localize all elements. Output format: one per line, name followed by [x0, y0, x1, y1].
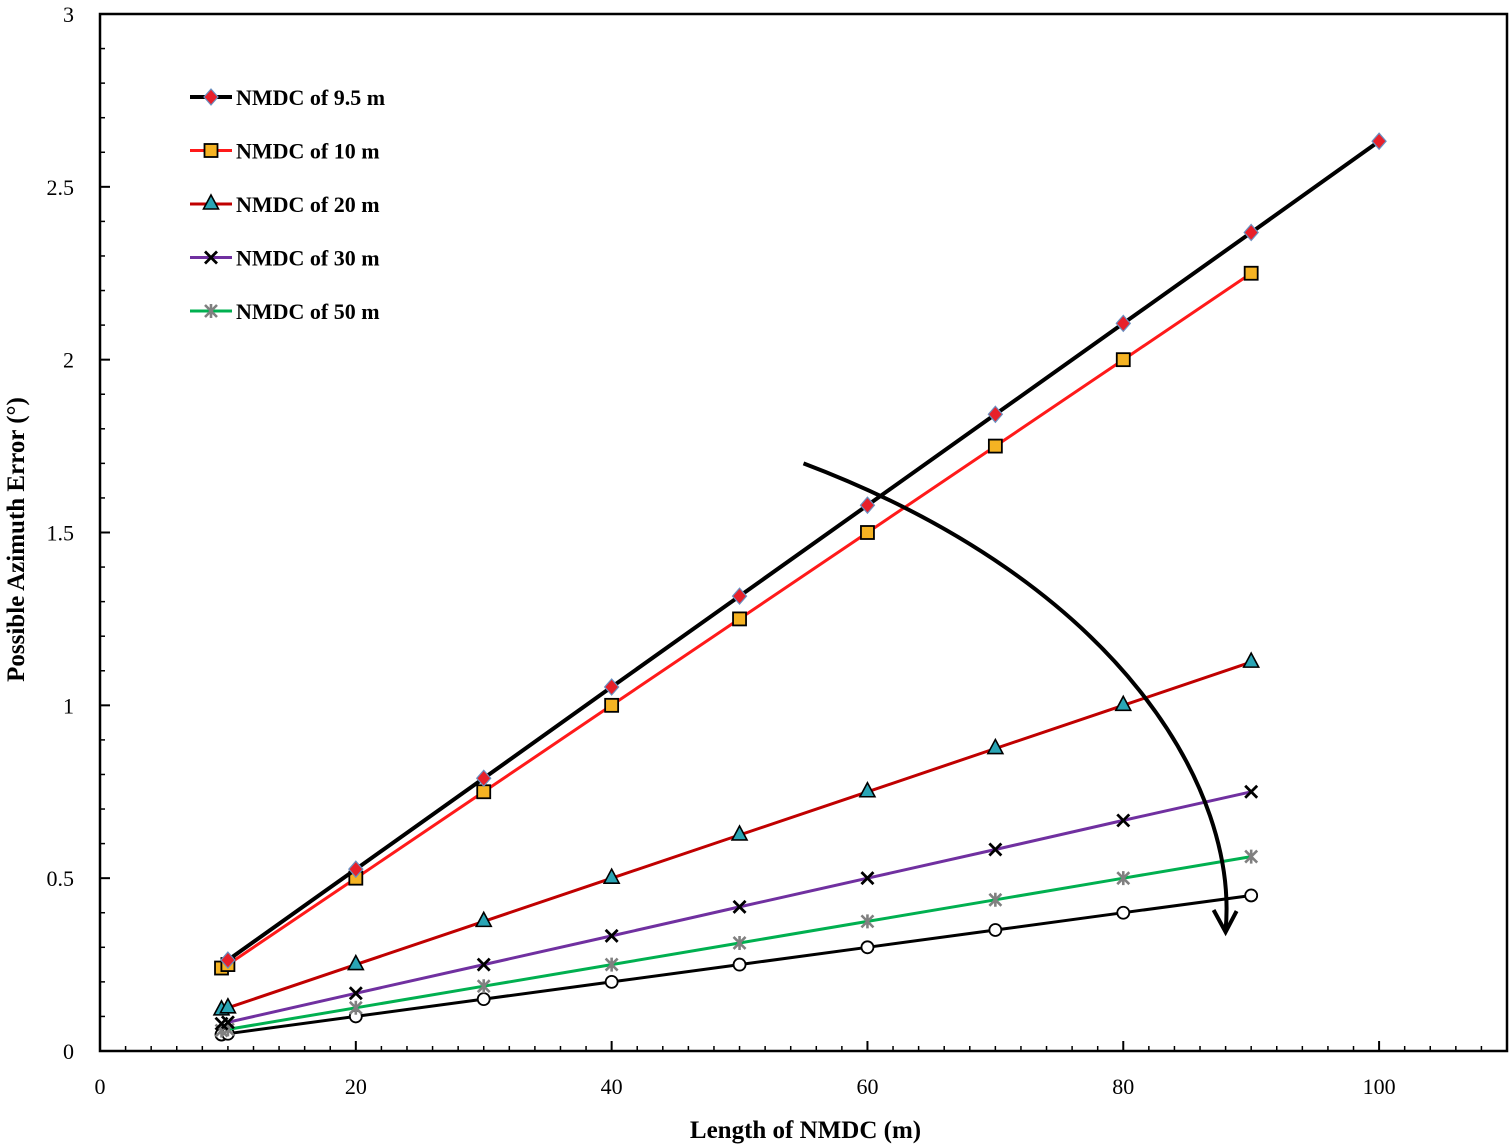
legend-label: NMDC of 50 m	[236, 299, 380, 324]
series-5	[214, 849, 1259, 1038]
arrow-head	[1211, 909, 1239, 937]
data-point	[1116, 871, 1131, 886]
data-point	[604, 974, 619, 989]
data-point	[476, 992, 491, 1007]
data-point	[1243, 265, 1259, 281]
series-line	[226, 139, 1381, 962]
x-axis: 0 20 40 60 80 100	[95, 1041, 1483, 1099]
data-point	[1115, 314, 1132, 333]
legend-label: NMDC of 9.5 m	[236, 85, 385, 110]
data-point	[348, 1000, 363, 1015]
x-tick-label: 80	[1112, 1074, 1134, 1099]
data-point	[1242, 651, 1261, 668]
data-point	[346, 953, 365, 971]
legend: NMDC of 9.5 m NMDC of 10 m NMDC of 20 m NMD…	[190, 85, 385, 324]
y-axis-title: Possible Azimuth Error (°)	[3, 397, 30, 682]
data-point	[860, 914, 875, 929]
plot-frame	[98, 12, 1509, 1053]
data-point	[988, 923, 1003, 937]
data-point	[220, 1015, 235, 1030]
y-axis: 0 0.5 1 1.5 2 2.5 3	[47, 2, 110, 1064]
data-point	[732, 957, 747, 972]
data-point	[986, 737, 1005, 755]
x-tick-label: 60	[856, 1074, 878, 1099]
y-tick-label: 1.5	[47, 521, 75, 546]
y-tick-label: 3	[63, 2, 74, 27]
data-point	[1244, 849, 1259, 864]
data-point	[1243, 223, 1259, 242]
data-point	[860, 871, 875, 886]
data-point	[604, 928, 619, 943]
series-4	[214, 784, 1259, 1031]
legend-item: NMDC of 10 m	[190, 139, 380, 164]
legend-marker	[204, 250, 218, 265]
legend-marker	[202, 193, 220, 210]
data-point	[858, 781, 877, 798]
y-tick-label: 0.5	[47, 866, 75, 891]
x-tick-label: 100	[1363, 1074, 1396, 1099]
data-point	[220, 951, 236, 970]
legend-marker	[203, 88, 219, 106]
trend-arrow	[802, 461, 1229, 931]
data-point	[476, 784, 492, 800]
data-point	[730, 824, 749, 841]
data-point	[348, 986, 363, 1001]
plot-series	[212, 132, 1387, 1042]
legend-item: NMDC of 30 m	[190, 246, 380, 271]
series-1	[220, 132, 1387, 970]
data-point	[988, 892, 1003, 907]
data-point	[348, 860, 364, 879]
data-point	[476, 979, 491, 994]
data-point	[1115, 352, 1131, 368]
data-point	[476, 957, 491, 972]
series-2	[214, 265, 1259, 976]
data-point	[859, 496, 876, 515]
legend-marker	[203, 143, 219, 158]
data-point	[602, 867, 621, 884]
data-point	[474, 910, 493, 928]
data-point	[987, 438, 1003, 454]
data-point	[731, 587, 748, 606]
legend-label: NMDC of 10 m	[236, 139, 380, 164]
data-point	[603, 678, 620, 696]
x-tick-label: 20	[345, 1074, 367, 1099]
data-point	[1244, 888, 1259, 903]
data-point	[604, 957, 619, 972]
legend-label: NMDC of 30 m	[236, 246, 380, 271]
legend-item: NMDC of 20 m	[190, 192, 380, 217]
data-point	[1371, 132, 1387, 151]
data-point	[988, 842, 1003, 857]
data-point	[860, 940, 875, 955]
series-3	[212, 651, 1261, 1016]
data-point	[1116, 905, 1131, 920]
x-axis-title: Length of NMDC (m)	[690, 1117, 921, 1144]
legend-item: NMDC of 50 m	[190, 299, 380, 324]
legend-marker	[204, 304, 218, 318]
data-point	[475, 769, 492, 788]
series-6	[214, 888, 1259, 1042]
x-tick-label: 0	[95, 1074, 106, 1099]
y-tick-label: 1	[63, 693, 74, 718]
y-tick-label: 2	[63, 348, 74, 373]
y-tick-label: 2.5	[47, 175, 75, 200]
data-point	[1244, 784, 1259, 799]
annotations	[802, 461, 1239, 937]
data-point	[1114, 694, 1133, 712]
data-point	[732, 935, 747, 950]
data-point	[732, 899, 747, 914]
data-point	[1116, 813, 1131, 828]
data-point	[860, 525, 875, 540]
data-point	[987, 405, 1004, 424]
data-point	[219, 997, 237, 1014]
legend-label: NMDC of 20 m	[236, 192, 380, 217]
data-point	[732, 611, 747, 627]
legend-item: NMDC of 9.5 m	[190, 85, 385, 110]
y-tick-label: 0	[63, 1039, 74, 1064]
x-tick-label: 40	[601, 1074, 623, 1099]
data-point	[604, 697, 620, 713]
